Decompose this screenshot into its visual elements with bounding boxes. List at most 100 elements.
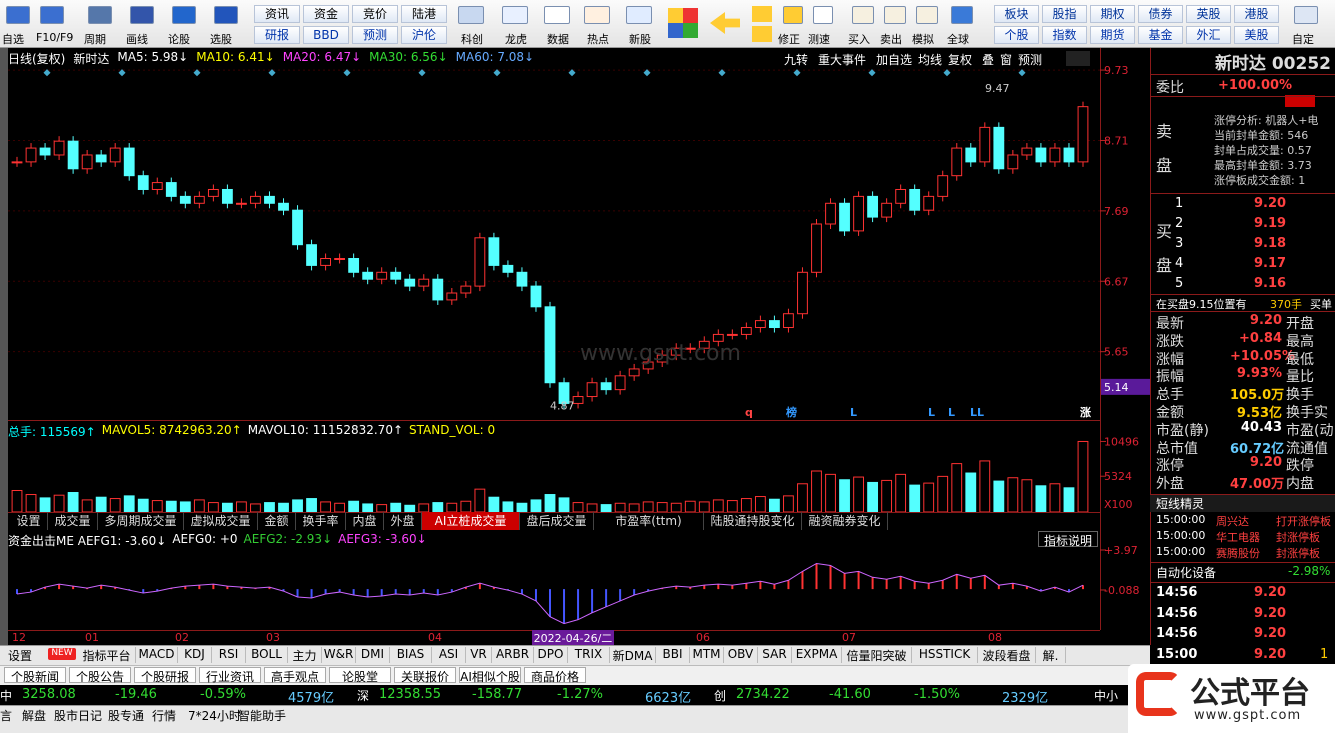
toolbar-grid-button[interactable]: 基金 (1138, 26, 1183, 44)
toolbar-grid-button[interactable]: 港股 (1234, 5, 1279, 23)
toolbar-button[interactable]: F10/F9 (36, 31, 74, 44)
toolbar-button[interactable]: 买入 (848, 33, 870, 46)
toolbar-button[interactable]: 数据 (547, 33, 569, 46)
indicator-tab[interactable]: ARBR (492, 647, 534, 663)
toolbar-grid-button[interactable]: BBD (303, 26, 349, 44)
volume-tab[interactable]: 市盈率(ttm) (594, 512, 704, 530)
toolbar-grid-button[interactable]: 期权 (1090, 5, 1135, 23)
volume-tab[interactable]: AI立桩成交量 (422, 512, 520, 530)
toolbar-grid-button[interactable]: 指数 (1042, 26, 1087, 44)
info-tab[interactable]: 个股新闻 (4, 667, 66, 684)
volume-tab[interactable]: 多周期成交量 (98, 512, 184, 530)
info-tab[interactable]: 商品价格 (524, 667, 586, 684)
indicator-tab[interactable]: 倍量阳突破 (842, 647, 912, 663)
status-item[interactable]: 股专通 (108, 709, 145, 723)
status-item[interactable]: 股市日记 (54, 709, 103, 723)
toolbar-grid-button[interactable]: 资金 (303, 5, 349, 23)
volume-tab[interactable]: 设置 (10, 512, 48, 530)
chart-button[interactable]: 预测 (1018, 53, 1043, 67)
toolbar-button[interactable]: 测速 (808, 33, 830, 46)
indicator-tab[interactable]: MTM (690, 647, 724, 663)
toolbar-grid-button[interactable]: 预测 (352, 26, 398, 44)
toolbar-grid-button[interactable]: 个股 (994, 26, 1039, 44)
indicator-tab[interactable]: BOLL (246, 647, 288, 663)
toolbar-grid-button[interactable]: 期货 (1090, 26, 1135, 44)
toolbar-button[interactable]: 自选 (2, 33, 24, 46)
volume-tab[interactable]: 外盘 (384, 512, 422, 530)
indicator-tab[interactable]: DPO (534, 647, 568, 663)
info-tab[interactable]: 个股研报 (134, 667, 196, 684)
toolbar-button[interactable]: 科创 (461, 33, 483, 46)
volume-tab[interactable]: 换手率 (296, 512, 346, 530)
chart-button[interactable]: 复权 (948, 53, 973, 67)
toolbar-button[interactable]: 卖出 (880, 33, 902, 46)
toolbar-button[interactable]: 修正 (778, 33, 800, 46)
info-tab[interactable]: 关联报价 (394, 667, 456, 684)
info-tab[interactable]: 高手观点 (264, 667, 326, 684)
toolbar-grid-button[interactable]: 债券 (1138, 5, 1183, 23)
toolbar-button[interactable]: 自定 (1292, 33, 1314, 46)
toolbar-grid-button[interactable]: 外汇 (1186, 26, 1231, 44)
indicator-tab[interactable]: SAR (758, 647, 792, 663)
toolbar-button[interactable]: 龙虎 (505, 33, 527, 46)
toolbar-button[interactable]: 画线 (126, 33, 148, 46)
chart-button[interactable]: 窗 (1000, 53, 1013, 67)
status-item[interactable]: 解盘 (22, 709, 47, 723)
chart-button[interactable]: 重大事件 (818, 53, 867, 67)
volume-tab[interactable]: 金额 (258, 512, 296, 530)
chart-button[interactable]: 均线 (918, 53, 943, 67)
indicator-tab[interactable]: TRIX (568, 647, 610, 663)
toolbar-grid-button[interactable]: 竞价 (352, 5, 398, 23)
chart-button[interactable]: 加自选 (876, 53, 913, 67)
indicator-tab[interactable]: HSSTICK (912, 647, 978, 663)
indicator-tab[interactable]: 指标平台 (78, 647, 136, 663)
toolbar-button[interactable]: 全球 (947, 33, 969, 46)
volume-tab[interactable]: 虚拟成交量 (184, 512, 258, 530)
toolbar-button[interactable]: 论股 (168, 33, 190, 46)
indicator-tab[interactable]: 波段看盘 (978, 647, 1036, 663)
chart-button[interactable]: 九转 (784, 53, 809, 67)
toolbar-button[interactable]: 周期 (84, 33, 106, 46)
indicator-tab[interactable]: MACD (136, 647, 178, 663)
indicator-tab[interactable]: W&R (322, 647, 356, 663)
collapse-button[interactable] (1285, 95, 1315, 107)
indicator-tab[interactable]: KDJ (178, 647, 212, 663)
toolbar-grid-button[interactable]: 资讯 (254, 5, 300, 23)
toolbar-grid-button[interactable]: 板块 (994, 5, 1039, 23)
indicator-tab[interactable]: BBI (656, 647, 690, 663)
toolbar-button[interactable]: 模拟 (912, 33, 934, 46)
indicator-tab[interactable]: 新DMA (610, 647, 656, 663)
toolbar-button[interactable]: 选股 (210, 33, 232, 46)
toolbar-grid-button[interactable]: 研报 (254, 26, 300, 44)
indicator-tab[interactable]: ASI (432, 647, 466, 663)
volume-tab[interactable]: 陆股通持股变化 (704, 512, 802, 530)
indicator-tab[interactable]: RSI (212, 647, 246, 663)
indicator-tab[interactable]: OBV (724, 647, 758, 663)
volume-tab[interactable]: 盘后成交量 (520, 512, 594, 530)
chart-button[interactable]: 叠 (982, 53, 995, 67)
indicator-tab[interactable]: VR (466, 647, 492, 663)
indicator-tab[interactable]: EXPMA (792, 647, 842, 663)
status-item[interactable]: 言 (0, 709, 13, 723)
volume-tab[interactable]: 成交量 (48, 512, 98, 530)
info-tab[interactable]: 个股公告 (69, 667, 131, 684)
toolbar-button[interactable]: 热点 (587, 33, 609, 46)
status-item[interactable]: 7*24小时 (188, 709, 241, 723)
help-button[interactable]: 指标说明 (1038, 531, 1098, 548)
toolbar-grid-button[interactable]: 英股 (1186, 5, 1231, 23)
toolbar-grid-button[interactable]: 沪伦 (401, 26, 447, 44)
info-tab[interactable]: 论股堂 (329, 667, 391, 684)
info-tab[interactable]: 行业资讯 (199, 667, 261, 684)
status-item[interactable]: 智能助手 (238, 709, 287, 723)
volume-tab[interactable]: 融资融券变化 (802, 512, 888, 530)
info-tab[interactable]: AI相似个股 (459, 667, 521, 684)
volume-tab[interactable]: 内盘 (346, 512, 384, 530)
status-item[interactable]: 行情 (152, 709, 177, 723)
indicator-tab[interactable]: BIAS (390, 647, 432, 663)
toolbar-grid-button[interactable]: 美股 (1234, 26, 1279, 44)
indicator-tab[interactable]: 解. (1036, 647, 1066, 663)
toolbar-grid-button[interactable]: 股指 (1042, 5, 1087, 23)
indicator-tab[interactable]: 设置 (8, 649, 33, 663)
chart-button[interactable] (1066, 51, 1090, 66)
indicator-tab[interactable]: 主力 (288, 647, 322, 663)
